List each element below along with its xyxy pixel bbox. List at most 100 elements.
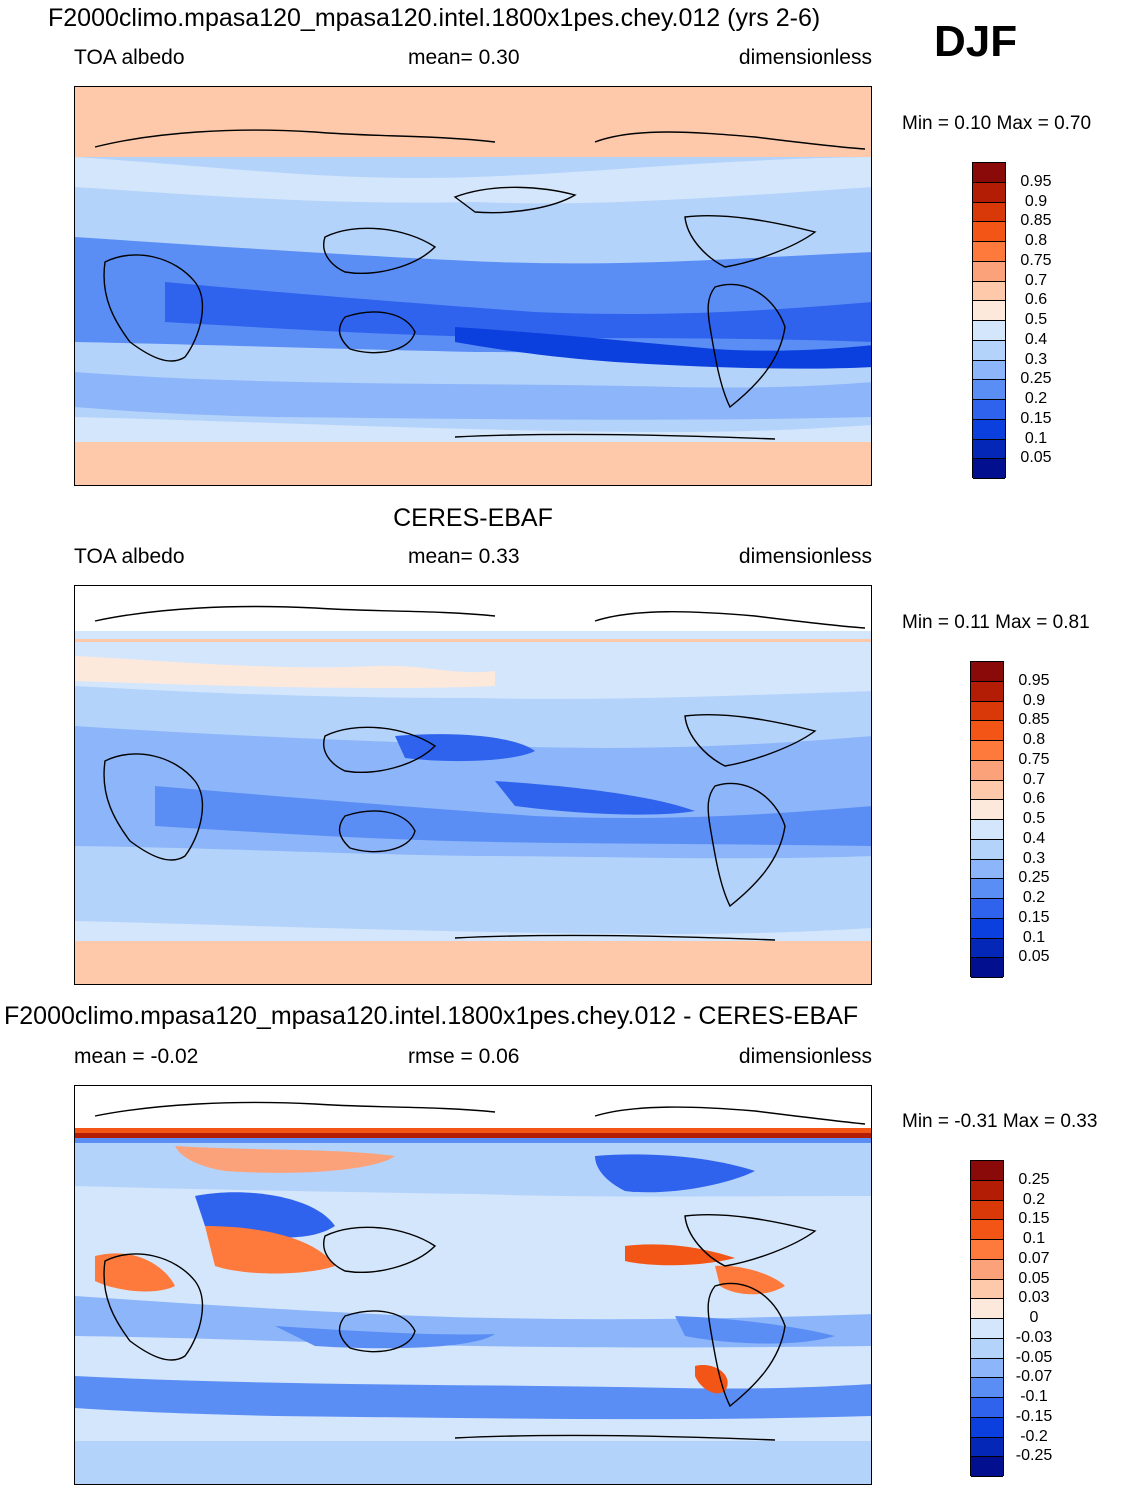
colorbar-tick-label: -0.25 (1015, 1447, 1053, 1465)
colorbar-tick-label: 0.8 (1022, 731, 1046, 748)
colorbar-tick-label: 0.7 (1024, 271, 1048, 289)
colorbar-swatch (973, 459, 1005, 479)
colorbar-swatch (971, 721, 1003, 741)
colorbar-swatch (971, 1279, 1003, 1300)
colorbar-swatch (971, 1240, 1003, 1260)
colorbar-swatch (971, 1319, 1003, 1339)
colorbar-swatch (971, 1378, 1003, 1398)
colorbar-tick-label: 0.85 (1020, 212, 1052, 230)
panel-units-diff: dimensionless (738, 1045, 872, 1068)
colorbar-tick-label: 0.05 (1018, 948, 1050, 966)
colorbar-obs (970, 661, 1004, 978)
colorbar-tick-label: 0.7 (1022, 770, 1046, 788)
colorbar-tick-label: 0.5 (1024, 311, 1048, 328)
colorbar-diff (970, 1160, 1004, 1477)
colorbar-swatch (973, 360, 1005, 381)
colorbar-tick-label: 0.95 (1018, 671, 1050, 689)
colorbar-swatch (971, 1437, 1003, 1458)
colorbar-tick-label: 0.05 (1018, 1269, 1050, 1287)
panel-left-label-obs: TOA albedo (74, 545, 185, 568)
panel-mean-obs: mean= 0.33 (408, 545, 520, 568)
panel-rmse-diff: rmse = 0.06 (408, 1045, 520, 1068)
colorbar-swatch (971, 820, 1003, 840)
colorbar-swatch (971, 741, 1003, 761)
colorbar-tick-label: 0.1 (1022, 928, 1046, 946)
colorbar-swatch (973, 301, 1005, 321)
colorbar-tick-label: 0.2 (1022, 889, 1046, 906)
panel-mean-diff: mean = -0.02 (74, 1045, 199, 1068)
map-model (74, 86, 872, 486)
colorbar-swatch (971, 760, 1003, 781)
colorbar-swatch (973, 419, 1005, 440)
colorbar-tick-label: 0.25 (1018, 1170, 1050, 1188)
colorbar-swatch (973, 242, 1005, 262)
colorbar-tick-label: 0.75 (1020, 251, 1052, 269)
colorbar-model (972, 162, 1006, 479)
colorbar-swatch (971, 1299, 1003, 1319)
panel-minmax-obs: Min = 0.11 Max = 0.81 (902, 612, 1090, 633)
colorbar-tick-label: -0.05 (1015, 1348, 1053, 1366)
colorbar-swatch (973, 321, 1005, 341)
colorbar-tick-label: 0.4 (1022, 829, 1046, 847)
colorbar-tick-label: 0.03 (1018, 1289, 1050, 1307)
colorbar-swatch (973, 222, 1005, 242)
colorbar-tick-label: 0.25 (1020, 370, 1052, 388)
colorbar-swatch (973, 163, 1005, 183)
colorbar-tick-label: 0.2 (1022, 1190, 1046, 1208)
colorbar-tick-label: 0.6 (1022, 790, 1046, 808)
panel-units-obs: dimensionless (738, 545, 872, 568)
colorbar-tick-label: 0.3 (1024, 350, 1048, 368)
colorbar-tick-label: 0.8 (1024, 232, 1048, 249)
colorbar-swatch (971, 958, 1003, 978)
colorbar-swatch (971, 1398, 1003, 1418)
panel-left-label-model: TOA albedo (74, 46, 185, 69)
panel-title-obs: CERES-EBAF (393, 504, 553, 532)
colorbar-tick-label: -0.07 (1015, 1368, 1053, 1386)
colorbar-swatch (971, 839, 1003, 860)
colorbar-swatch (971, 662, 1003, 682)
colorbar-swatch (973, 400, 1005, 420)
colorbar-tick-label: 0.6 (1024, 291, 1048, 309)
colorbar-swatch (971, 899, 1003, 919)
colorbar-swatch (971, 701, 1003, 722)
colorbar-swatch (971, 681, 1003, 702)
season-label: DJF (934, 17, 1018, 66)
colorbar-tick-label: 0.07 (1018, 1249, 1050, 1267)
panel-title-model: F2000climo.mpasa120_mpasa120.intel.1800x… (48, 4, 821, 32)
colorbar-tick-label: 0.15 (1020, 409, 1052, 427)
colorbar-tick-label: 0.1 (1022, 1230, 1046, 1247)
colorbar-swatch (971, 859, 1003, 880)
colorbar-tick-label: -0.03 (1015, 1328, 1053, 1346)
colorbar-swatch (971, 800, 1003, 820)
panel-mean-model: mean= 0.30 (408, 46, 520, 69)
colorbar-swatch (971, 1338, 1003, 1359)
colorbar-tick-label: 0.85 (1018, 711, 1050, 729)
colorbar-tick-label: 0.15 (1018, 908, 1050, 926)
colorbar-swatch (971, 1457, 1003, 1477)
colorbar-swatch (973, 380, 1005, 400)
colorbar-tick-label: -0.1 (1020, 1388, 1048, 1405)
colorbar-swatch (971, 1200, 1003, 1221)
colorbar-swatch (971, 780, 1003, 801)
colorbar-swatch (971, 918, 1003, 939)
colorbar-swatch (973, 281, 1005, 302)
colorbar-swatch (971, 1220, 1003, 1240)
colorbar-tick-label: 0.1 (1024, 429, 1048, 447)
colorbar-tick-label: 0.05 (1020, 449, 1052, 467)
colorbar-swatch (971, 1417, 1003, 1438)
colorbar-tick-label: 0.15 (1018, 1210, 1050, 1228)
colorbar-swatch (971, 938, 1003, 959)
panel-units-model: dimensionless (738, 46, 872, 69)
colorbar-swatch (973, 261, 1005, 282)
panel-title-diff: F2000climo.mpasa120_mpasa120.intel.1800x… (4, 1002, 859, 1030)
colorbar-tick-label: -0.2 (1020, 1427, 1048, 1445)
colorbar-tick-label: 0.75 (1018, 750, 1050, 768)
colorbar-tick-label: 0.9 (1024, 192, 1048, 210)
colorbar-swatch (973, 182, 1005, 203)
map-obs (74, 585, 872, 985)
colorbar-tick-label: -0.15 (1015, 1407, 1053, 1425)
colorbar-tick-label: 0.2 (1024, 390, 1048, 407)
colorbar-swatch (971, 1180, 1003, 1201)
colorbar-swatch (971, 879, 1003, 899)
colorbar-swatch (973, 340, 1005, 361)
